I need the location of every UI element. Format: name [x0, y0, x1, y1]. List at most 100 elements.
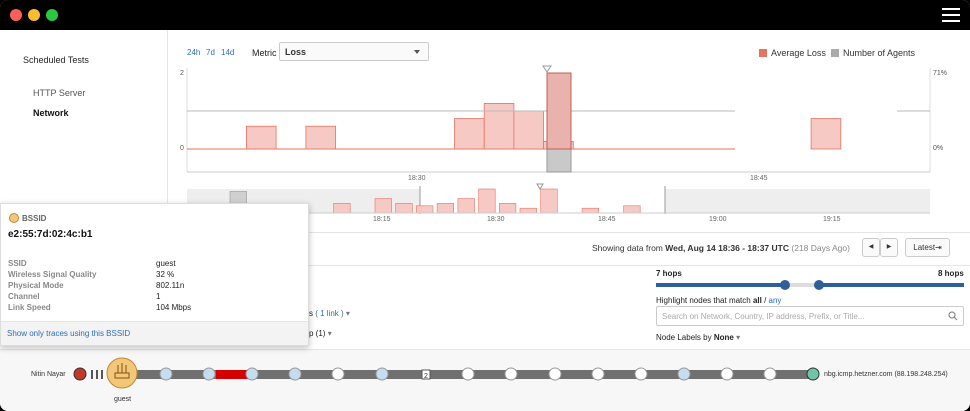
overview-bar	[436, 203, 455, 214]
overview-bar	[519, 207, 537, 214]
hop-node[interactable]	[677, 367, 691, 381]
highlight-any-option[interactable]: any	[768, 296, 782, 305]
gap-marker-1	[91, 370, 93, 379]
links-chevron-icon: ▾	[345, 309, 350, 318]
main-tick-1830: 18:30	[408, 175, 426, 182]
hop-node[interactable]	[720, 367, 734, 381]
hops-slider-handle-max[interactable]	[814, 280, 824, 290]
hop-node[interactable]	[634, 367, 648, 381]
close-window-button[interactable]	[10, 9, 22, 21]
hops-max-label: 8 hops	[938, 269, 964, 278]
source-node[interactable]	[73, 367, 87, 381]
latest-button[interactable]: Latest⇥	[905, 238, 950, 257]
range-7d-button[interactable]: 7d	[206, 48, 215, 57]
maximize-window-button[interactable]	[46, 9, 58, 21]
popup-key-ssid: SSID	[8, 259, 27, 268]
hops-min-label: 7 hops	[656, 269, 682, 278]
y-tick-right-top: 71%	[933, 70, 948, 77]
y-tick-left-bottom: 0	[180, 145, 184, 152]
filter-bssid-link[interactable]: Show only traces using this BSSID	[7, 329, 131, 338]
destination-label: nbg.icmp.hetzner.com (88.198.248.254)	[824, 371, 948, 378]
search-icon	[948, 311, 958, 321]
legend-average-loss[interactable]: Average Loss	[759, 48, 826, 58]
loss-bar[interactable]	[483, 103, 515, 150]
loss-chart[interactable]: 18:30 18:45 18:15 18:30 18:45 19:00 19:1…	[0, 0, 970, 232]
hops-slider-handle-min[interactable]	[780, 280, 790, 290]
popup-value-signal: 32 %	[156, 270, 175, 279]
popup-value-speed: 104 Mbps	[156, 303, 192, 312]
overview-bar	[374, 198, 392, 214]
next-range-button[interactable]: ▶	[880, 238, 898, 257]
range-24h-button[interactable]: 24h	[187, 48, 201, 57]
y-tick-right-bottom: 0%	[933, 145, 944, 152]
path-visualization	[0, 349, 970, 411]
group-filter[interactable]: p (1) ▾	[309, 329, 332, 338]
gap-marker-3	[101, 370, 103, 379]
hop-node[interactable]	[159, 367, 173, 381]
overview-bar	[457, 198, 475, 214]
hop-node[interactable]	[331, 367, 345, 381]
node-search-input[interactable]: Search on Network, Country, IP address, …	[656, 306, 964, 326]
group-filter-label: p (1)	[309, 329, 326, 338]
loss-bar[interactable]	[810, 118, 842, 150]
popup-footer: Show only traces using this BSSID	[1, 321, 308, 345]
hop-node[interactable]	[461, 367, 475, 381]
hop-node[interactable]	[763, 367, 777, 381]
overview-bar	[478, 188, 496, 214]
popup-router-icon	[9, 213, 19, 223]
group-chevron-icon: ▾	[327, 329, 332, 338]
node-labels-dropdown[interactable]: Node Labels by None ▾	[656, 333, 740, 342]
hop-count-badge-text: 2	[424, 373, 428, 380]
selection-marker-icon	[542, 65, 552, 73]
destination-node[interactable]	[806, 367, 820, 381]
metric-select-value: Loss	[285, 47, 307, 57]
data-range-text: Showing data from Wed, Aug 14 18:36 - 18…	[592, 243, 850, 253]
popup-key-signal: Wireless Signal Quality	[8, 270, 97, 279]
overview-bar	[333, 203, 351, 214]
hops-range-slider[interactable]	[656, 280, 964, 290]
router-label: guest	[114, 396, 131, 403]
loss-bar[interactable]	[513, 110, 545, 150]
overview-tick-1915: 19:15	[823, 216, 841, 223]
sidebar-item-network[interactable]: Network	[33, 108, 69, 118]
node-labels-prefix: Node Labels by	[656, 333, 714, 342]
data-range-prefix: Showing data from	[592, 243, 666, 253]
hop-node[interactable]	[375, 367, 389, 381]
highlight-all-option[interactable]: all	[752, 296, 762, 305]
overview-bar	[395, 203, 413, 214]
overview-marker-icon	[536, 183, 544, 190]
hops-slider-fill-right	[819, 283, 964, 287]
minimize-window-button[interactable]	[28, 9, 40, 21]
wifi-router-icon	[114, 363, 130, 379]
hop-node[interactable]	[591, 367, 605, 381]
destination-ip: (88.198.248.254)	[894, 371, 948, 378]
legend-label-agents: Number of Agents	[843, 48, 916, 58]
selected-loss-bar[interactable]	[546, 72, 572, 150]
range-14d-button[interactable]: 14d	[221, 48, 235, 57]
loss-bar[interactable]	[454, 118, 485, 150]
destination-host: nbg.icmp.hetzner.com	[824, 371, 893, 378]
popup-value-channel: 1	[156, 292, 161, 301]
hop-node[interactable]	[548, 367, 562, 381]
overview-tick-1845: 18:45	[598, 216, 616, 223]
links-filter[interactable]: s ( 1 link ) ▾	[309, 309, 350, 318]
hop-node[interactable]	[202, 367, 216, 381]
links-filter-link[interactable]: ( 1 link )	[315, 309, 344, 318]
hop-node[interactable]	[245, 367, 259, 381]
sidebar-item-http-server[interactable]: HTTP Server	[33, 88, 86, 98]
metric-label: Metric	[252, 48, 277, 58]
metric-select[interactable]: Loss	[279, 42, 429, 61]
legend-number-of-agents[interactable]: Number of Agents	[831, 48, 915, 58]
highlight-nodes-text: Highlight nodes that match all / any	[656, 296, 781, 305]
loss-bar[interactable]	[245, 125, 277, 150]
hamburger-menu-icon[interactable]	[942, 8, 960, 22]
popup-value-mode: 802.11n	[156, 281, 185, 290]
hop-node[interactable]	[288, 367, 302, 381]
prev-range-button[interactable]: ◀	[862, 238, 880, 257]
hops-slider-fill-left	[656, 283, 785, 287]
loss-bar[interactable]	[305, 125, 336, 150]
section-divider	[0, 232, 970, 233]
hop-node[interactable]	[504, 367, 518, 381]
main-tick-1845: 18:45	[750, 175, 768, 182]
